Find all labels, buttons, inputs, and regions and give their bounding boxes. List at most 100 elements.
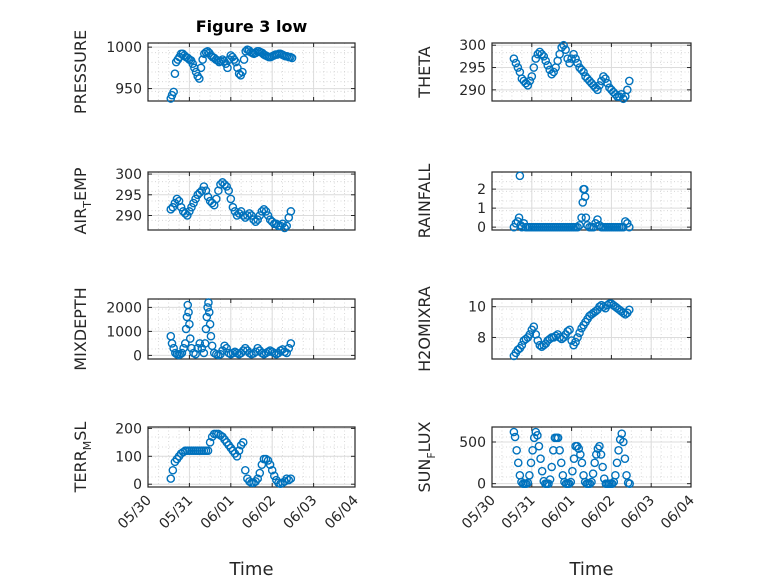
data-point [587, 477, 596, 487]
data-point [537, 466, 547, 476]
data-point [614, 446, 623, 455]
major-grid [148, 172, 355, 230]
data-point [547, 69, 557, 79]
y-tick-label: 1000 [106, 40, 142, 56]
data-point [240, 465, 250, 475]
y-tick-label: 0 [477, 477, 486, 493]
data-point [625, 222, 634, 232]
data-point [205, 319, 215, 329]
data-point [185, 319, 194, 329]
data-point [220, 180, 229, 189]
y-tick-label: 500 [459, 435, 486, 451]
data-point [259, 204, 269, 214]
data-point [188, 59, 198, 69]
series-markers [509, 40, 634, 104]
data-point [571, 337, 580, 347]
data-point [223, 63, 232, 73]
data-point [528, 446, 537, 455]
data-point [189, 198, 198, 208]
y-tick-label: 8 [477, 330, 486, 346]
data-point [569, 454, 579, 463]
series-markers [509, 427, 635, 488]
axes-box [147, 298, 356, 360]
data-point [549, 67, 558, 77]
data-point [170, 198, 180, 208]
data-point [234, 209, 244, 218]
data-point [517, 340, 527, 350]
data-point [619, 437, 628, 447]
data-point [535, 340, 545, 350]
data-point [536, 454, 545, 463]
data-point [182, 312, 192, 322]
data-point [527, 72, 537, 81]
x-tick-label: 06/01 [198, 493, 238, 533]
data-point [623, 85, 632, 95]
y-tick-label: 10 [468, 300, 486, 316]
chart-title: Figure 3 low [196, 17, 308, 36]
data-point [553, 433, 563, 443]
data-point [607, 479, 617, 488]
data-point [245, 209, 254, 218]
axes-box [147, 171, 356, 231]
data-point [525, 76, 535, 86]
y-tick-label: 290 [459, 83, 486, 99]
y-tick-label: 1 [477, 201, 486, 217]
data-point [561, 45, 570, 54]
minor-grid [492, 172, 691, 230]
data-point [222, 182, 231, 191]
axes-box [147, 42, 356, 102]
data-point [533, 336, 543, 345]
data-point [568, 466, 577, 476]
data-point [523, 81, 533, 90]
data-point [556, 458, 566, 468]
x-tick-label: 06/03 [281, 493, 321, 533]
data-point [599, 72, 608, 81]
data-point [565, 325, 574, 335]
data-point [269, 471, 279, 481]
x-tick-label: 06/01 [539, 493, 579, 533]
data-point [265, 460, 275, 469]
x-tick-label: 05/31 [499, 493, 539, 533]
data-point [573, 222, 582, 232]
data-point [573, 58, 582, 68]
data-point [567, 54, 576, 63]
data-point [537, 49, 547, 59]
major-grid [492, 172, 691, 230]
x-axis-label: Time [568, 559, 613, 580]
data-point [233, 63, 242, 73]
data-point [526, 458, 536, 468]
data-point [543, 61, 553, 70]
data-point [185, 207, 194, 216]
data-point [574, 444, 584, 453]
data-point [577, 65, 586, 75]
data-point [595, 441, 604, 451]
data-point [548, 446, 558, 455]
data-point [512, 446, 521, 455]
subplot-sun-flux: 0 500 SUNFLUX 05/30 05/31 06/01 06/02 06/03 06/0… [415, 421, 698, 580]
data-point [199, 348, 209, 358]
data-point [220, 341, 229, 351]
y-tick-label: 200 [115, 421, 142, 437]
y-tick-label: 300 [115, 167, 142, 183]
data-point [193, 343, 202, 353]
x-tick-label: 05/30 [115, 493, 155, 533]
data-point [529, 322, 539, 331]
data-point [601, 74, 610, 83]
data-point [238, 67, 247, 77]
subplot-rainfall: 0 1 2 RAINFALL [415, 164, 692, 238]
data-point [187, 343, 196, 353]
data-point [170, 69, 180, 78]
y-tick-label: 2000 [106, 300, 142, 316]
data-point [555, 446, 564, 455]
data-point [282, 474, 291, 483]
y-tick-label: 295 [115, 188, 142, 204]
data-point [529, 63, 539, 72]
data-point [201, 324, 211, 334]
data-point [234, 446, 244, 456]
data-point [205, 438, 215, 447]
data-point [263, 456, 273, 465]
data-point [212, 194, 221, 204]
data-point [267, 217, 277, 227]
data-point [197, 186, 207, 195]
